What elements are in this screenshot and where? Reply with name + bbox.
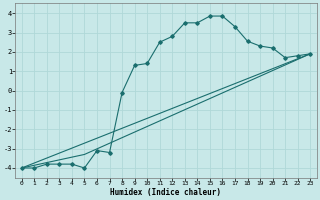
X-axis label: Humidex (Indice chaleur): Humidex (Indice chaleur): [110, 188, 221, 197]
